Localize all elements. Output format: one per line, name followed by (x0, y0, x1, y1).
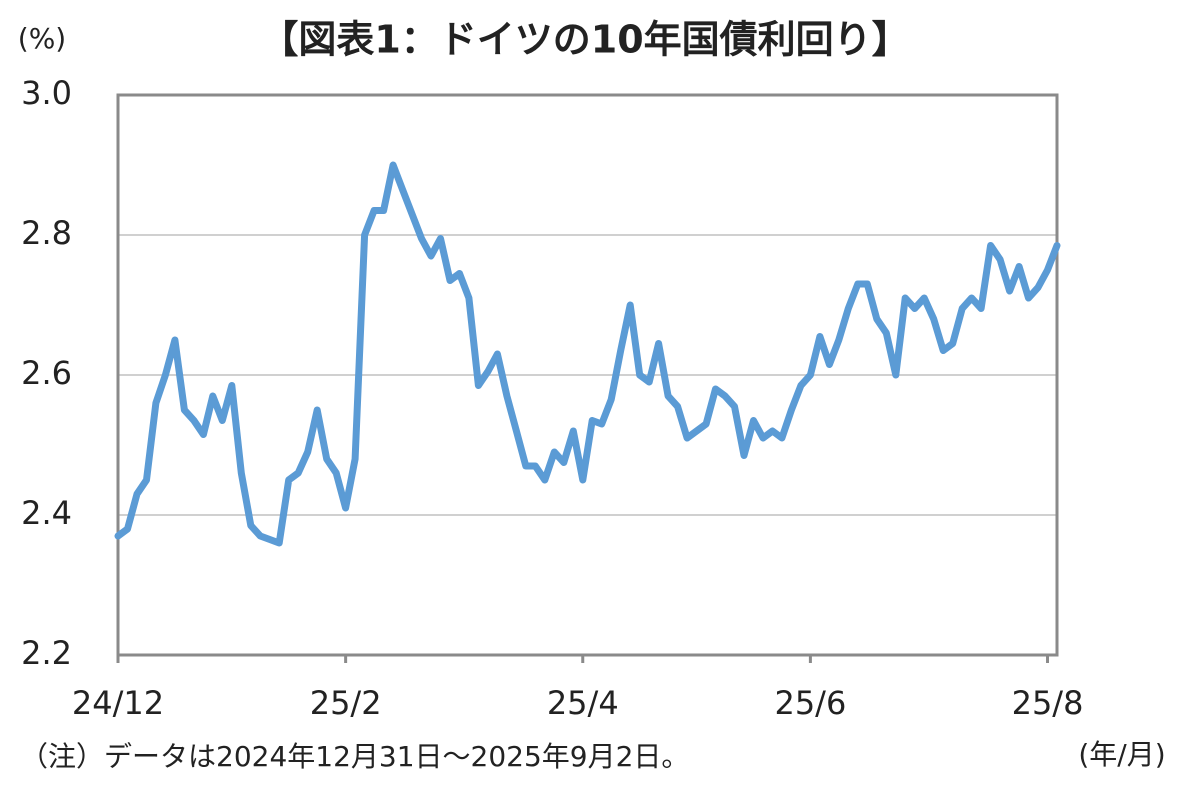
y-tick-label: 2.6 (21, 354, 72, 392)
y-axis-unit: (%) (18, 22, 66, 55)
y-tick-label: 2.2 (21, 634, 72, 672)
x-axis-unit: (年/月) (1078, 738, 1165, 771)
plot-border (116, 93, 1059, 657)
data-line (114, 161, 1061, 547)
y-tick-label: 2.4 (21, 494, 72, 532)
x-tick-label: 24/12 (72, 684, 164, 722)
x-tick-label: 25/4 (547, 684, 619, 722)
x-tick-label: 25/2 (310, 684, 382, 722)
x-tick-label: 25/8 (1012, 684, 1084, 722)
y-tick-label: 3.0 (21, 74, 72, 112)
chart-title: 【図表1：ドイツの10年国債利回り】 (260, 18, 909, 62)
note: （注）データは2024年12月31日～2025年9月2日。 (20, 740, 689, 773)
y-tick-label: 2.8 (21, 214, 72, 252)
x-tick-label: 25/6 (774, 684, 846, 722)
